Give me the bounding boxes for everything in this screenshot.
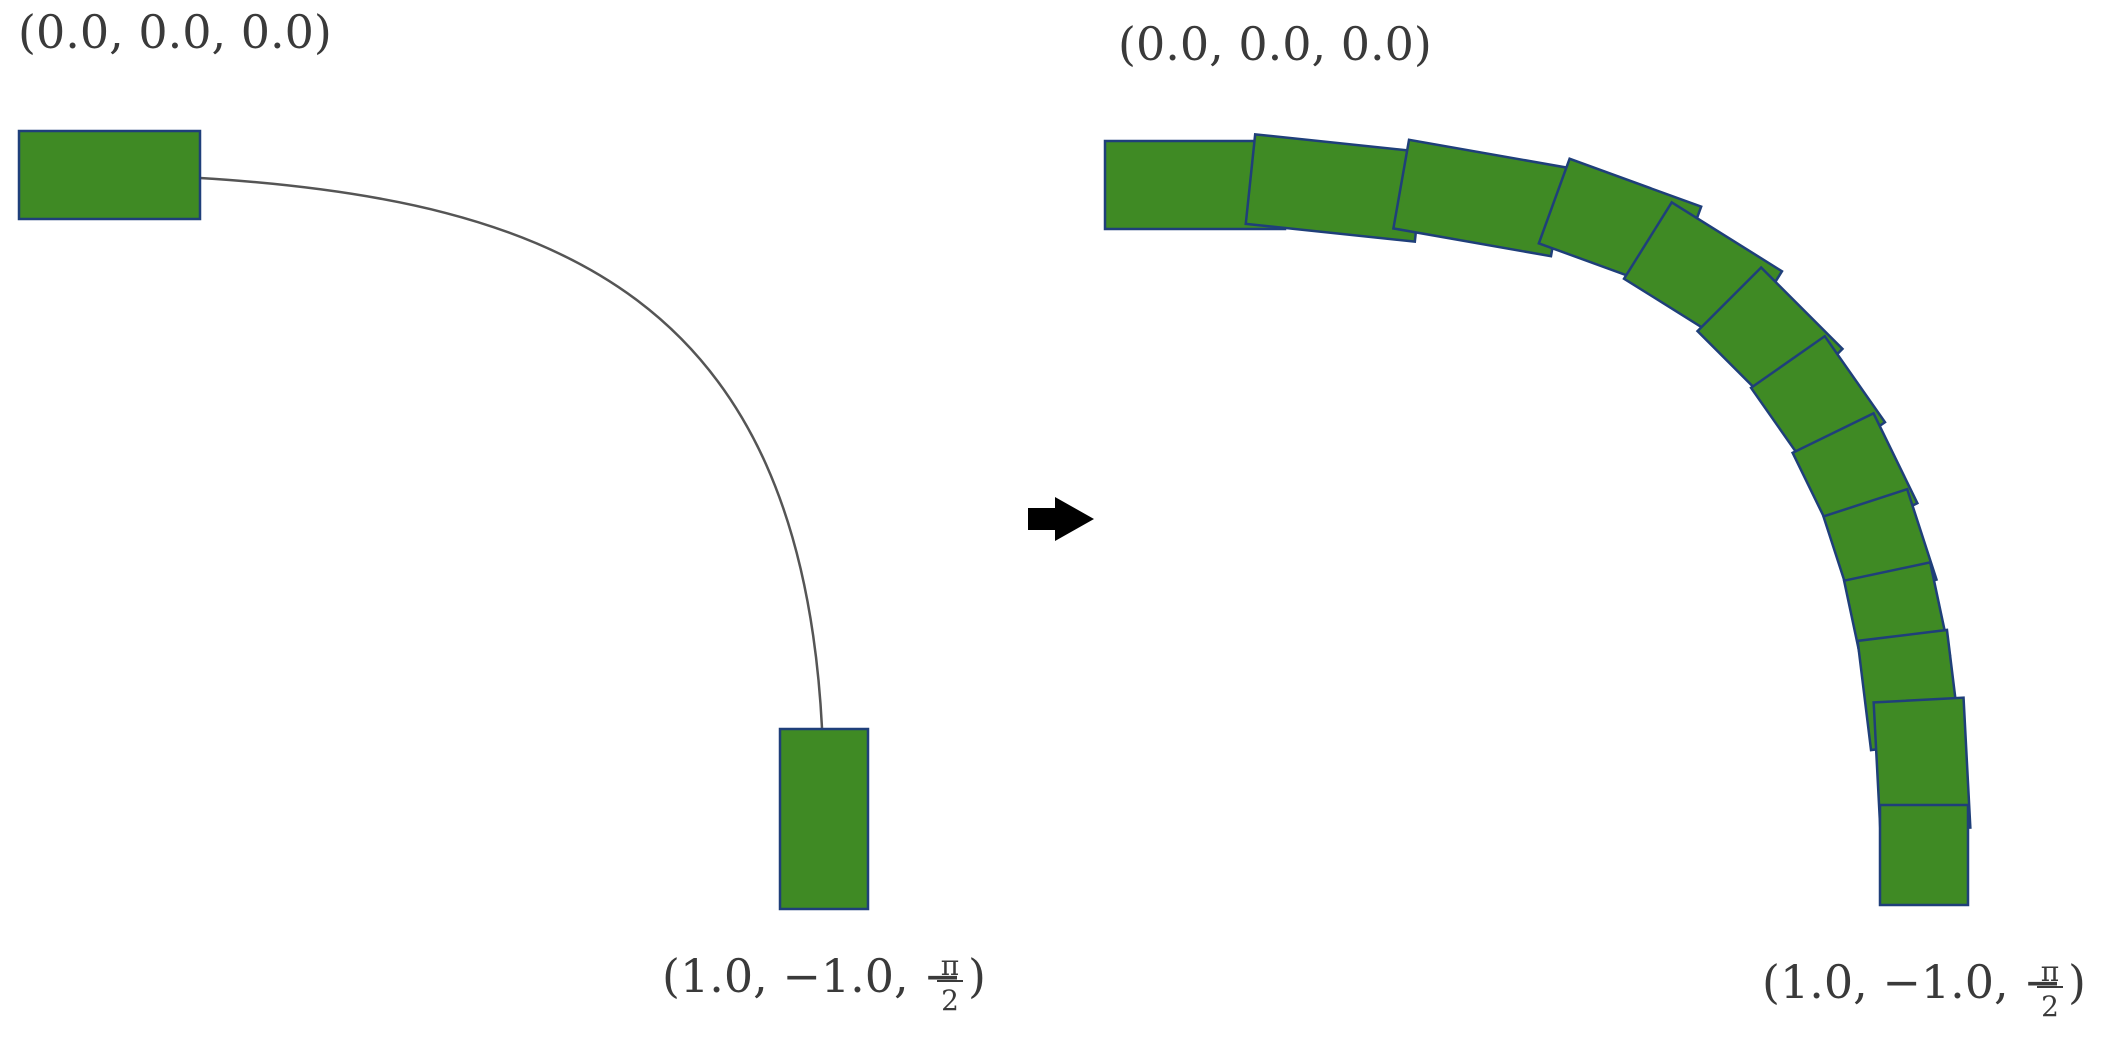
right-end-label-frac-den: 2: [2041, 990, 2059, 1023]
right-end-vehicle: [1878, 803, 1970, 907]
interpolated-poses: [1103, 132, 1972, 907]
right-end-pose-label: (1.0, −1.0, − π 2 ): [1762, 955, 2086, 1023]
left-panel: (0.0, 0.0, 0.0) (1.0, −1.0, − π 2 ): [17, 5, 986, 1017]
left-end-vehicle: [778, 727, 870, 911]
left-end-label-frac-num: π: [941, 949, 959, 982]
left-trajectory-curve: [199, 176, 824, 729]
left-end-label-frac-den: 2: [941, 984, 959, 1017]
left-end-label-prefix: (1.0, −1.0, −: [662, 949, 962, 1003]
right-end-label-suffix: ): [2068, 955, 2086, 1009]
right-end-label-frac-num: π: [2041, 955, 2059, 988]
right-arrow-icon: [1028, 497, 1094, 541]
left-start-pose-label: (0.0, 0.0, 0.0): [18, 5, 332, 59]
left-end-label-suffix: ): [968, 949, 986, 1003]
right-end-label-prefix: (1.0, −1.0, −: [1762, 955, 2062, 1009]
right-panel: (0.0, 0.0, 0.0) (1.0, −1.0, − π 2 ): [1103, 17, 2086, 1023]
left-end-pose-label: (1.0, −1.0, − π 2 ): [662, 949, 986, 1017]
left-start-vehicle: [17, 129, 202, 221]
right-start-pose-label: (0.0, 0.0, 0.0): [1118, 17, 1432, 71]
